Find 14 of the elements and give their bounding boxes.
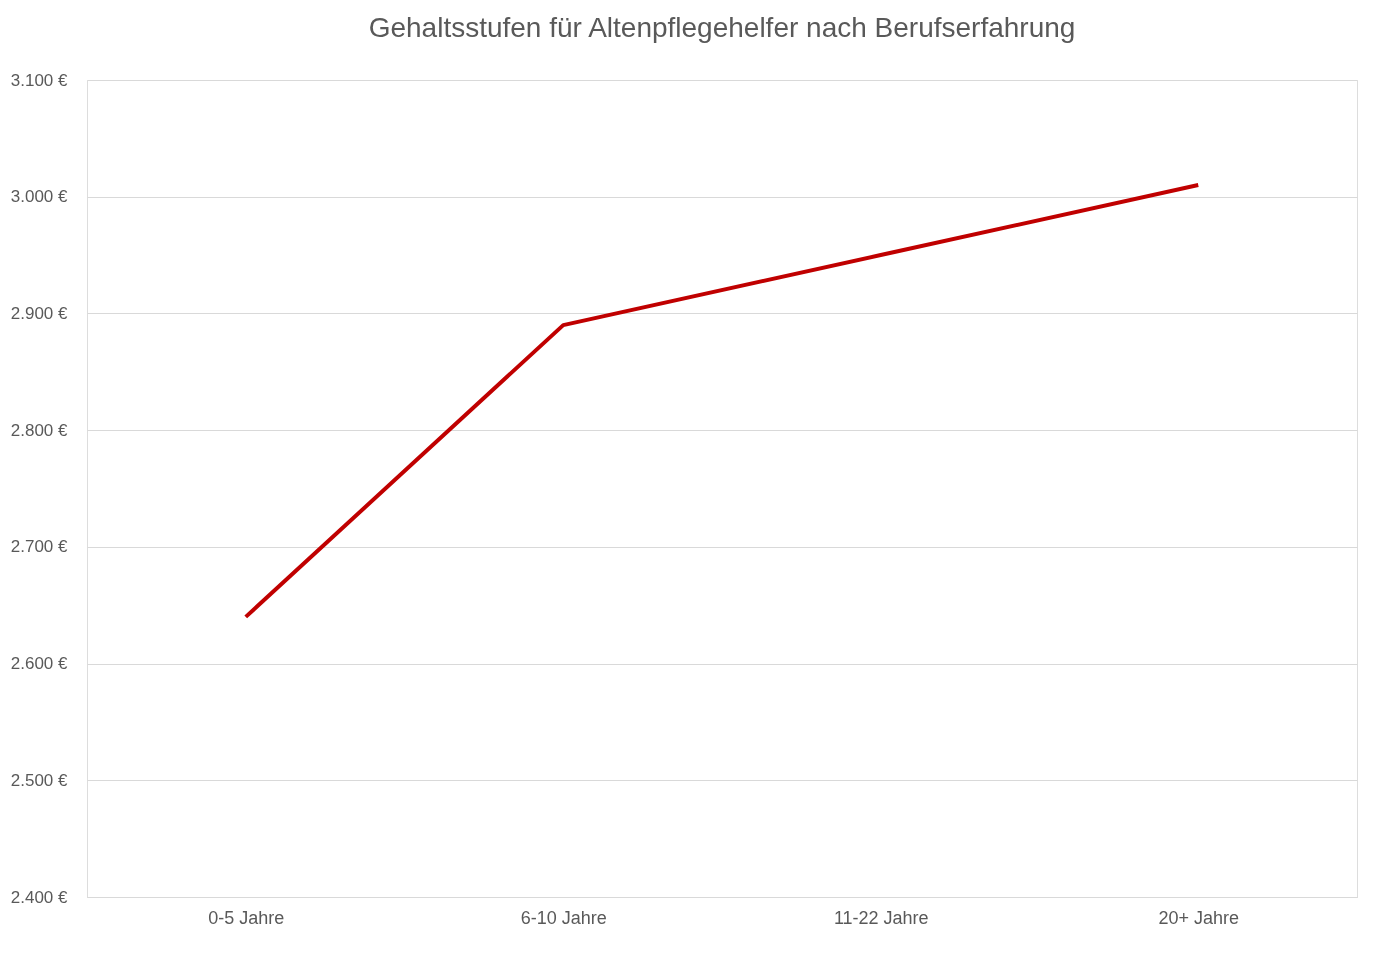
y-tick-label: 2.700 €	[10, 537, 69, 557]
y-tick-label: 2.600 €	[10, 654, 69, 674]
y-tick-label: 3.000 €	[10, 187, 69, 207]
x-tick-label: 11-22 Jahre	[833, 907, 929, 928]
y-tick-label: 3.100 €	[10, 70, 69, 90]
x-tick-label: 20+ Jahre	[1158, 907, 1240, 928]
line-series	[243, 183, 1201, 619]
y-tick-label: 2.400 €	[10, 887, 69, 907]
x-tick-label: 0-5 Jahre	[208, 907, 285, 928]
y-tick-label: 2.900 €	[10, 303, 69, 323]
y-tick-label: 2.800 €	[10, 420, 69, 440]
x-tick-label: 6-10 Jahre	[520, 907, 607, 928]
y-tick-label: 2.500 €	[10, 770, 69, 790]
chart-title: Gehaltsstufen für Altenpflegehelfer nach Berufserfahrung	[368, 12, 1076, 43]
